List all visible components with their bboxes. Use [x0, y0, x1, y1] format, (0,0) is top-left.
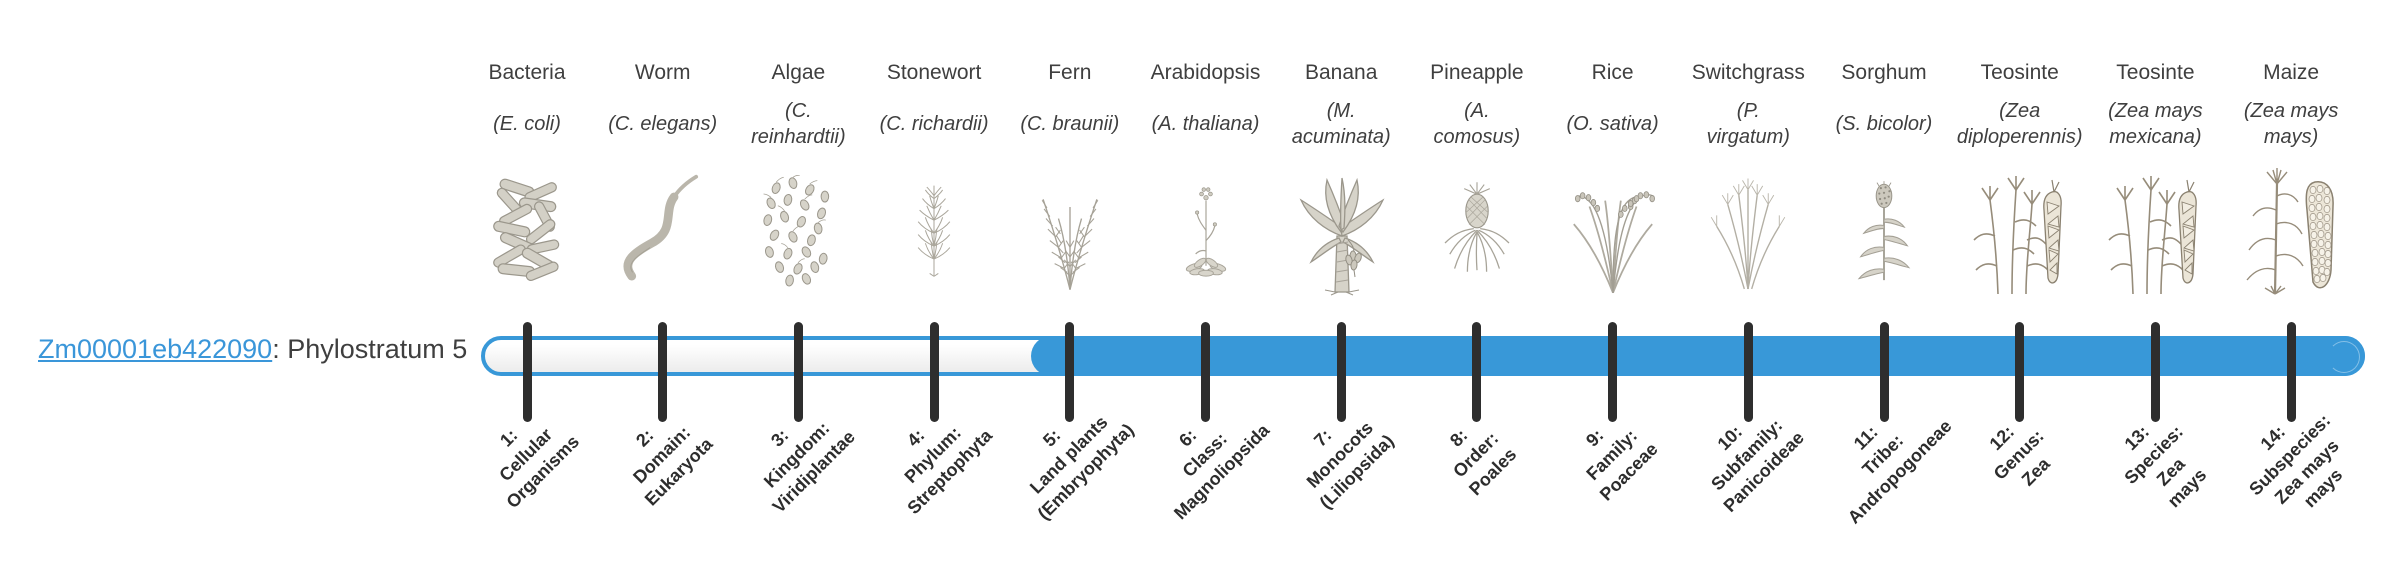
maize-icon	[2216, 162, 2366, 296]
taxon-scientific-name: (S. bicolor)	[1835, 113, 1933, 136]
taxon-common-name: Maize	[2263, 61, 2320, 84]
taxon-column: Switchgrass (P. virgatum)	[1673, 60, 1823, 296]
stratum-tick	[1201, 322, 1210, 422]
stonewort-icon	[859, 162, 1009, 296]
pineapple-icon	[1402, 162, 1552, 296]
taxon-column: Fern (C. braunii)	[995, 60, 1145, 296]
fern-icon	[995, 162, 1145, 296]
taxon-scientific-name: (A. comosus)	[1433, 100, 1521, 149]
phylostratum-bar-fill	[1030, 336, 2365, 376]
taxon-column: Banana (M. acuminata)	[1266, 60, 1416, 296]
taxon-scientific-name: (C. braunii)	[1020, 113, 1120, 136]
taxon-common-name: Fern	[1048, 61, 1092, 84]
taxon-common-name: Stonewort	[886, 61, 982, 84]
taxon-column: Pineapple (A. comosus)	[1402, 60, 1552, 296]
taxon-common-name: Banana	[1304, 61, 1378, 84]
stratum-tick	[1879, 322, 1889, 422]
taxon-scientific-name: (M. acuminata)	[1291, 100, 1391, 149]
gene-label: Zm00001eb422090: Phylostratum 5	[38, 334, 467, 365]
bacteria-icon	[452, 162, 602, 296]
taxon-scientific-name: (Zea mays mexicana)	[2108, 100, 2203, 149]
taxon-scientific-name: (P. virgatum)	[1706, 100, 1790, 149]
stratum-tick	[2015, 322, 2025, 422]
teosinte-icon	[1945, 162, 2095, 296]
worm-icon	[588, 162, 738, 296]
taxon-scientific-name: (C. elegans)	[608, 113, 718, 136]
taxon-column: Sorghum (S. bicolor)	[1809, 60, 1959, 296]
taxon-column: Rice (O. sativa)	[1538, 60, 1688, 296]
taxon-column: Bacteria (E. coli)	[452, 60, 602, 296]
stratum-tick	[929, 322, 939, 422]
taxon-common-name: Sorghum	[1841, 61, 1927, 84]
teosinte-icon	[2080, 162, 2230, 296]
taxon-common-name: Worm	[634, 61, 691, 84]
taxon-common-name: Bacteria	[488, 61, 566, 84]
taxon-common-name: Teosinte	[1980, 61, 2059, 84]
taxon-column: Maize (Zea mays mays)	[2216, 60, 2366, 296]
stratum-tick	[522, 322, 532, 422]
taxon-column: Stonewort (C. richardii)	[859, 60, 1009, 296]
banana-icon	[1266, 162, 1416, 296]
sorghum-icon	[1809, 162, 1959, 296]
taxon-column: Algae (C. reinhardtii)	[723, 60, 873, 296]
gene-id-link[interactable]: Zm00001eb422090	[38, 334, 273, 364]
taxon-common-name: Arabidopsis	[1150, 61, 1261, 84]
taxon-scientific-name: (E. coli)	[493, 113, 561, 136]
taxon-common-name: Switchgrass	[1691, 61, 1805, 84]
stratum-tick	[2150, 322, 2160, 422]
stratum-tick	[1065, 322, 1075, 422]
switchgrass-icon	[1673, 162, 1823, 296]
stratum-tick	[1608, 322, 1618, 422]
taxon-common-name: Algae	[771, 61, 826, 84]
stratum-tick	[1743, 322, 1753, 422]
taxon-common-name: Teosinte	[2116, 61, 2195, 84]
taxon-common-name: Pineapple	[1430, 61, 1524, 84]
taxon-column: Arabidopsis (A. thaliana)	[1131, 60, 1281, 296]
stratum-rank-label: 13: Species: Zea mays	[2120, 421, 2211, 512]
taxon-scientific-name: (C. reinhardtii)	[751, 100, 846, 149]
taxon-column: Worm (C. elegans)	[588, 60, 738, 296]
rice-icon	[1538, 162, 1688, 296]
stratum-tick	[658, 322, 668, 422]
taxon-scientific-name: (A. thaliana)	[1151, 113, 1260, 136]
stratum-tick	[793, 322, 803, 422]
taxon-scientific-name: (O. sativa)	[1566, 113, 1659, 136]
arabidopsis-icon	[1131, 162, 1281, 296]
stratum-rank-label: 14: Subspecies: Zea mays mays	[2245, 410, 2347, 512]
taxon-column: Teosinte (Zea mays mexicana)	[2080, 60, 2230, 296]
stratum-tick	[2286, 322, 2296, 422]
phylostratum-text: : Phylostratum 5	[272, 334, 468, 364]
stratum-tick	[1472, 322, 1482, 422]
taxon-scientific-name: (Zea mays mays)	[2243, 100, 2339, 149]
taxon-common-name: Rice	[1591, 61, 1634, 84]
stratum-tick	[1336, 322, 1346, 422]
algae-icon	[723, 162, 873, 296]
taxon-column: Teosinte (Zea diploperennis)	[1945, 60, 2095, 296]
taxon-scientific-name: (Zea diploperennis)	[1956, 100, 2083, 149]
taxon-scientific-name: (C. richardii)	[879, 113, 989, 136]
